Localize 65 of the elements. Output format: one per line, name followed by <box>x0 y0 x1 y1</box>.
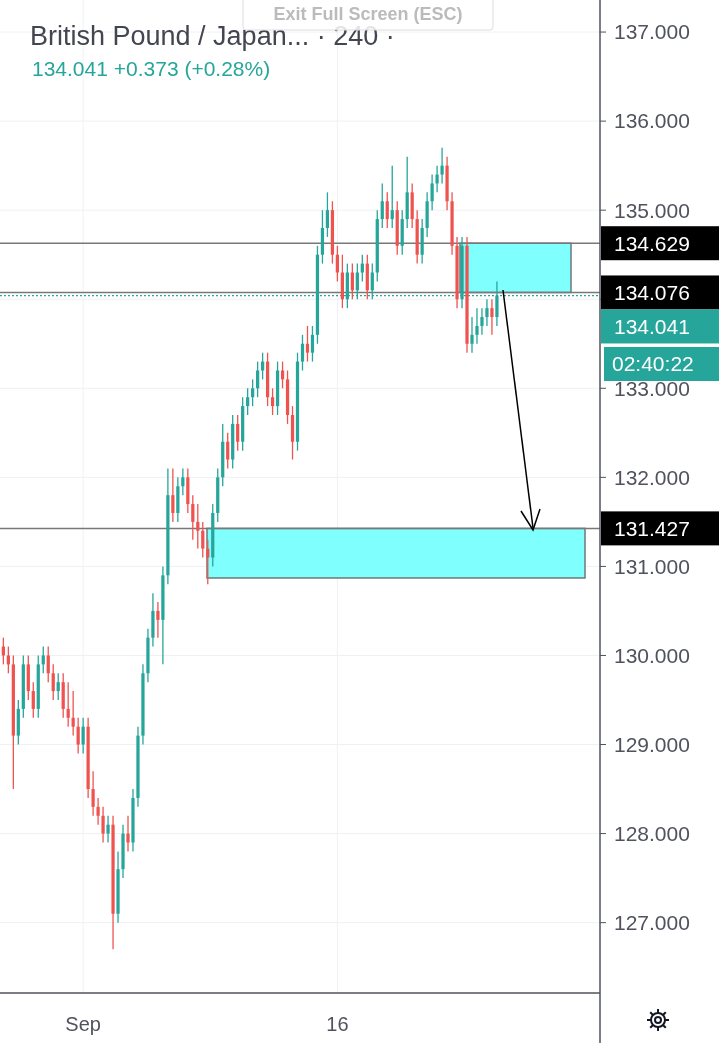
text: 134.041 +0.373 (+0.28%) <box>32 57 271 80</box>
candlestick <box>126 815 130 853</box>
candlestick <box>31 681 35 719</box>
candlestick <box>101 806 105 844</box>
candlestick <box>335 245 340 283</box>
candlestick <box>181 467 185 496</box>
candlestick <box>91 770 95 817</box>
ref-line-label: 134.041 <box>614 314 690 338</box>
ref-line-label: 131.427 <box>614 516 690 540</box>
x-tick-label: Sep <box>65 1013 101 1035</box>
candlestick <box>76 717 80 755</box>
candlestick <box>201 521 205 559</box>
y-tick-label: 130.000 <box>614 643 690 667</box>
candlestick <box>251 378 255 407</box>
candlestick <box>256 360 260 398</box>
candlestick <box>435 165 439 194</box>
candlestick <box>226 432 230 470</box>
candlestick <box>310 325 315 363</box>
candlestick <box>106 815 110 844</box>
y-tick-label: 128.000 <box>614 821 690 845</box>
y-tick-label: 135.000 <box>614 198 690 222</box>
candlestick <box>41 645 45 674</box>
candlestick <box>495 280 499 327</box>
candlestick <box>475 307 479 345</box>
candlestick <box>236 414 240 452</box>
candlestick <box>485 298 489 327</box>
y-tick-label: 129.000 <box>614 732 690 756</box>
candlestick <box>191 494 195 541</box>
text: 02:40:22 <box>612 352 694 376</box>
candlestick <box>46 645 50 683</box>
candlestick <box>81 717 85 755</box>
candlestick <box>196 503 200 550</box>
candlestick <box>480 307 484 336</box>
candlestick <box>96 797 100 826</box>
candlestick <box>470 316 474 354</box>
candlestick <box>305 325 310 363</box>
candlestick <box>300 334 305 372</box>
y-tick-label: 127.000 <box>614 910 690 934</box>
candlestick <box>246 387 250 416</box>
candlestick <box>156 601 160 639</box>
candlestick <box>71 690 75 737</box>
y-tick-label: 133.000 <box>614 376 690 400</box>
candlestick <box>490 298 494 336</box>
candlestick <box>206 539 210 585</box>
y-tick-label: 136.000 <box>614 109 690 133</box>
x-tick-label: 16 <box>326 1013 349 1035</box>
candlestick <box>430 173 434 211</box>
candlestick <box>380 182 384 229</box>
y-tick-label: 137.000 <box>614 20 690 44</box>
candlestick <box>51 663 55 701</box>
candlestick <box>385 191 389 229</box>
y-tick-label: 132.000 <box>614 465 690 489</box>
candlestick <box>325 191 330 238</box>
ref-line-label: 134.076 <box>614 280 690 304</box>
candlestick <box>171 467 175 523</box>
candlestick <box>440 147 444 185</box>
candlestick <box>270 387 275 416</box>
candlestick <box>56 672 60 701</box>
candlestick <box>360 254 364 283</box>
ref-line-label: 134.629 <box>614 231 690 255</box>
candlestick <box>280 360 285 389</box>
candlestick <box>66 681 70 728</box>
y-tick-label: 131.000 <box>614 554 690 578</box>
candlestick <box>6 645 10 674</box>
candlestick <box>390 165 394 229</box>
